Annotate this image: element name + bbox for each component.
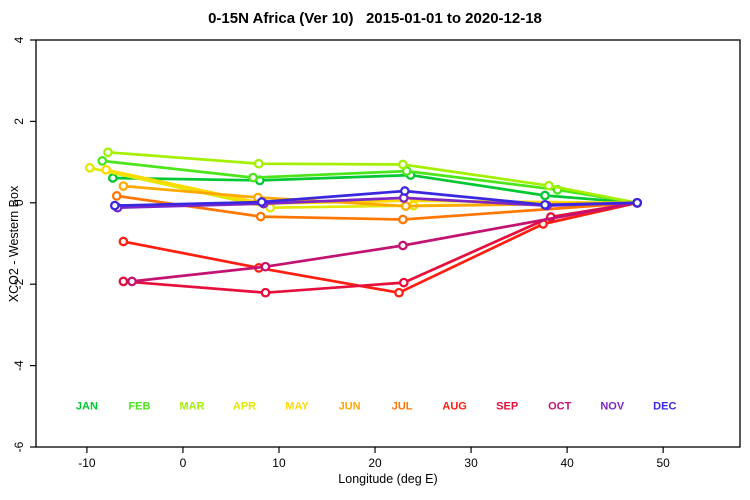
y-axis-label: XCO2 - Western Box (7, 185, 21, 303)
legend-label-mar: MAR (179, 401, 204, 413)
y-tick-label: 0 (12, 199, 26, 206)
legend-label-jan: JAN (76, 401, 98, 413)
data-point-apr (84, 162, 95, 173)
data-point-feb (248, 172, 258, 183)
data-point-dec (540, 199, 550, 210)
legend-label-feb: FEB (128, 401, 150, 413)
x-tick-label: 30 (464, 456, 478, 470)
data-point-aug (394, 287, 404, 298)
data-point-jul (111, 191, 122, 201)
y-tick-label: -6 (12, 441, 26, 452)
legend-label-apr: APR (233, 401, 256, 413)
data-point-jun (118, 181, 129, 191)
data-point-oct (127, 276, 137, 287)
y-tick-label: 2 (12, 118, 26, 125)
data-point-jun (400, 201, 411, 211)
y-tick-label: -2 (12, 279, 26, 290)
legend-label-aug: AUG (442, 401, 466, 413)
data-point-mar (544, 180, 554, 191)
data-point-sep (260, 287, 271, 298)
data-point-aug (118, 236, 129, 247)
data-point-oct (398, 240, 408, 251)
data-point-sep (398, 277, 409, 288)
data-point-mar (103, 147, 113, 158)
legend-label-sep: SEP (496, 401, 518, 413)
x-tick-label: -10 (78, 456, 96, 470)
x-tick-label: 20 (368, 456, 382, 470)
x-tick-label: 40 (560, 456, 574, 470)
data-point-may (101, 164, 111, 175)
data-point-jul (398, 214, 408, 225)
legend-label-nov: NOV (600, 401, 625, 413)
data-point-jul (255, 211, 266, 222)
legend-label-oct: OCT (548, 401, 572, 413)
data-point-sep (118, 276, 129, 287)
series-line-oct (130, 201, 639, 283)
y-tick-label: -4 (12, 360, 26, 371)
x-tick-label: 50 (656, 456, 670, 470)
data-point-jan (540, 190, 550, 201)
data-point-dec (632, 197, 643, 208)
x-tick-label: 0 (180, 456, 187, 470)
chart-title: 0-15N Africa (Ver 10) 2015-01-01 to 2020… (208, 10, 542, 27)
data-point-feb (97, 156, 108, 166)
data-point-mar (253, 158, 264, 169)
data-point-jan (107, 173, 118, 183)
legend-label-dec: DEC (653, 401, 676, 413)
y-tick-label: 4 (12, 36, 26, 43)
data-point-dec (109, 200, 120, 211)
x-tick-label: 10 (272, 456, 286, 470)
legend-label-jul: JUL (392, 401, 413, 413)
plot-box (35, 39, 741, 448)
data-point-mar (398, 159, 408, 170)
x-axis-label: Longitude (deg E) (338, 472, 438, 486)
data-point-oct (260, 261, 271, 272)
legend-label-may: MAY (285, 401, 309, 413)
data-point-dec (399, 186, 410, 196)
legend-label-jun: JUN (339, 401, 361, 413)
data-point-dec (256, 197, 267, 207)
